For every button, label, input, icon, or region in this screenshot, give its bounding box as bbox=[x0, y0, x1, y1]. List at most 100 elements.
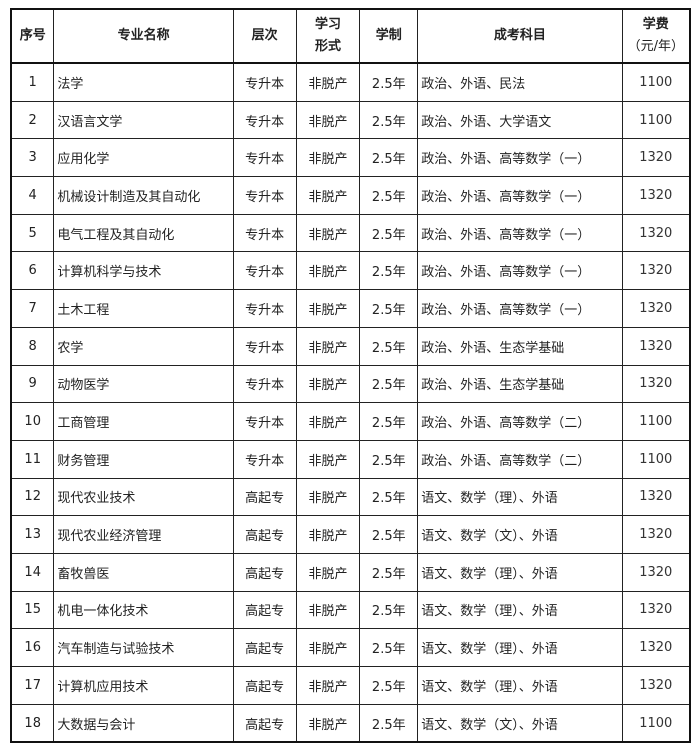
cell-duration: 2.5年 bbox=[359, 402, 419, 441]
cell-subjects: 政治、外语、高等数学（一） bbox=[417, 251, 623, 291]
cell-subjects: 语文、数学（理）、外语 bbox=[417, 477, 623, 517]
cell-no: 6 bbox=[10, 251, 55, 291]
header-major: 专业名称 bbox=[53, 8, 234, 64]
cell-fee: 1320 bbox=[621, 213, 691, 253]
cell-subjects: 语文、数学（理）、外语 bbox=[417, 552, 623, 592]
table-row: 6 计算机科学与技术 专升本 非脱产 2.5年 政治、外语、高等数学（一） 1320 bbox=[10, 251, 691, 291]
cell-mode: 非脱产 bbox=[295, 62, 361, 102]
cell-duration: 2.5年 bbox=[359, 364, 419, 404]
cell-subjects: 语文、数学（理）、外语 bbox=[417, 628, 623, 667]
cell-subjects: 政治、外语、高等数学（二） bbox=[417, 439, 623, 479]
table-row: 11 财务管理 专升本 非脱产 2.5年 政治、外语、高等数学（二） 1100 bbox=[10, 439, 691, 479]
cell-subjects: 政治、外语、大学语文 bbox=[417, 100, 623, 140]
header-level: 层次 bbox=[232, 8, 297, 64]
cell-mode: 非脱产 bbox=[295, 402, 361, 441]
majors-table: 序号 专业名称 层次 学习 形式 学制 成考科目 学费 （元/年） 1 法学 专升本 非脱… bbox=[10, 8, 691, 744]
table-row: 7 土木工程 专升本 非脱产 2.5年 政治、外语、高等数学（一） 1320 bbox=[10, 289, 691, 328]
cell-fee: 1320 bbox=[621, 176, 691, 215]
cell-duration: 2.5年 bbox=[359, 703, 419, 743]
cell-fee: 1320 bbox=[621, 666, 691, 705]
cell-level: 专升本 bbox=[232, 138, 297, 178]
cell-major: 现代农业技术 bbox=[53, 477, 234, 517]
header-mode-line1: 学习 bbox=[314, 17, 341, 32]
cell-duration: 2.5年 bbox=[359, 628, 419, 667]
cell-no: 1 bbox=[10, 62, 55, 102]
cell-subjects: 政治、外语、民法 bbox=[417, 62, 623, 102]
cell-major: 农学 bbox=[53, 326, 234, 366]
cell-major: 工商管理 bbox=[53, 402, 234, 441]
cell-major: 法学 bbox=[53, 62, 234, 102]
cell-major: 财务管理 bbox=[53, 439, 234, 479]
header-fee-line1: 学费 bbox=[642, 17, 669, 32]
header-fee: 学费 （元/年） bbox=[621, 8, 691, 64]
cell-no: 15 bbox=[10, 590, 55, 630]
cell-fee: 1100 bbox=[621, 703, 691, 743]
table-row: 2 汉语言文学 专升本 非脱产 2.5年 政治、外语、大学语文 1100 bbox=[10, 100, 691, 140]
cell-fee: 1100 bbox=[621, 402, 691, 441]
table-row: 18 大数据与会计 高起专 非脱产 2.5年 语文、数学（文）、外语 1100 bbox=[10, 703, 691, 743]
cell-subjects: 政治、外语、高等数学（一） bbox=[417, 213, 623, 253]
cell-no: 10 bbox=[10, 402, 55, 441]
cell-no: 4 bbox=[10, 176, 55, 215]
cell-subjects: 政治、外语、高等数学（一） bbox=[417, 176, 623, 215]
cell-major: 现代农业经济管理 bbox=[53, 515, 234, 554]
cell-subjects: 语文、数学（理）、外语 bbox=[417, 666, 623, 705]
cell-no: 5 bbox=[10, 213, 55, 253]
cell-fee: 1320 bbox=[621, 590, 691, 630]
header-mode-line2: 形式 bbox=[314, 39, 341, 54]
cell-subjects: 政治、外语、生态学基础 bbox=[417, 326, 623, 366]
cell-major: 计算机应用技术 bbox=[53, 666, 234, 705]
cell-mode: 非脱产 bbox=[295, 176, 361, 215]
cell-mode: 非脱产 bbox=[295, 515, 361, 554]
header-mode: 学习 形式 bbox=[295, 8, 361, 64]
table-row: 10 工商管理 专升本 非脱产 2.5年 政治、外语、高等数学（二） 1100 bbox=[10, 402, 691, 441]
cell-level: 专升本 bbox=[232, 176, 297, 215]
cell-subjects: 语文、数学（理）、外语 bbox=[417, 590, 623, 630]
cell-duration: 2.5年 bbox=[359, 251, 419, 291]
cell-level: 专升本 bbox=[232, 251, 297, 291]
cell-duration: 2.5年 bbox=[359, 326, 419, 366]
cell-fee: 1100 bbox=[621, 62, 691, 102]
cell-mode: 非脱产 bbox=[295, 439, 361, 479]
cell-level: 专升本 bbox=[232, 439, 297, 479]
cell-major: 大数据与会计 bbox=[53, 703, 234, 743]
cell-no: 18 bbox=[10, 703, 55, 743]
table-row: 16 汽车制造与试验技术 高起专 非脱产 2.5年 语文、数学（理）、外语 1320 bbox=[10, 628, 691, 667]
cell-duration: 2.5年 bbox=[359, 100, 419, 140]
header-no: 序号 bbox=[10, 8, 55, 64]
cell-mode: 非脱产 bbox=[295, 213, 361, 253]
cell-mode: 非脱产 bbox=[295, 666, 361, 705]
table-row: 17 计算机应用技术 高起专 非脱产 2.5年 语文、数学（理）、外语 1320 bbox=[10, 666, 691, 705]
cell-level: 专升本 bbox=[232, 289, 297, 328]
table-row: 9 动物医学 专升本 非脱产 2.5年 政治、外语、生态学基础 1320 bbox=[10, 364, 691, 404]
cell-no: 12 bbox=[10, 477, 55, 517]
cell-major: 机械设计制造及其自动化 bbox=[53, 176, 234, 215]
cell-level: 高起专 bbox=[232, 666, 297, 705]
cell-mode: 非脱产 bbox=[295, 100, 361, 140]
cell-level: 专升本 bbox=[232, 213, 297, 253]
header-fee-line2: （元/年） bbox=[627, 39, 684, 54]
cell-level: 专升本 bbox=[232, 402, 297, 441]
cell-subjects: 政治、外语、高等数学（二） bbox=[417, 402, 623, 441]
cell-level: 高起专 bbox=[232, 628, 297, 667]
cell-major: 土木工程 bbox=[53, 289, 234, 328]
cell-fee: 1320 bbox=[621, 628, 691, 667]
cell-subjects: 语文、数学（文）、外语 bbox=[417, 515, 623, 554]
cell-mode: 非脱产 bbox=[295, 628, 361, 667]
cell-mode: 非脱产 bbox=[295, 138, 361, 178]
cell-level: 高起专 bbox=[232, 515, 297, 554]
cell-duration: 2.5年 bbox=[359, 289, 419, 328]
cell-no: 8 bbox=[10, 326, 55, 366]
cell-major: 畜牧兽医 bbox=[53, 552, 234, 592]
header-subjects: 成考科目 bbox=[417, 8, 623, 64]
cell-mode: 非脱产 bbox=[295, 552, 361, 592]
cell-duration: 2.5年 bbox=[359, 666, 419, 705]
cell-subjects: 政治、外语、高等数学（一） bbox=[417, 138, 623, 178]
cell-duration: 2.5年 bbox=[359, 138, 419, 178]
cell-mode: 非脱产 bbox=[295, 326, 361, 366]
cell-mode: 非脱产 bbox=[295, 251, 361, 291]
cell-level: 专升本 bbox=[232, 100, 297, 140]
table-row: 14 畜牧兽医 高起专 非脱产 2.5年 语文、数学（理）、外语 1320 bbox=[10, 552, 691, 592]
cell-no: 7 bbox=[10, 289, 55, 328]
cell-no: 14 bbox=[10, 552, 55, 592]
